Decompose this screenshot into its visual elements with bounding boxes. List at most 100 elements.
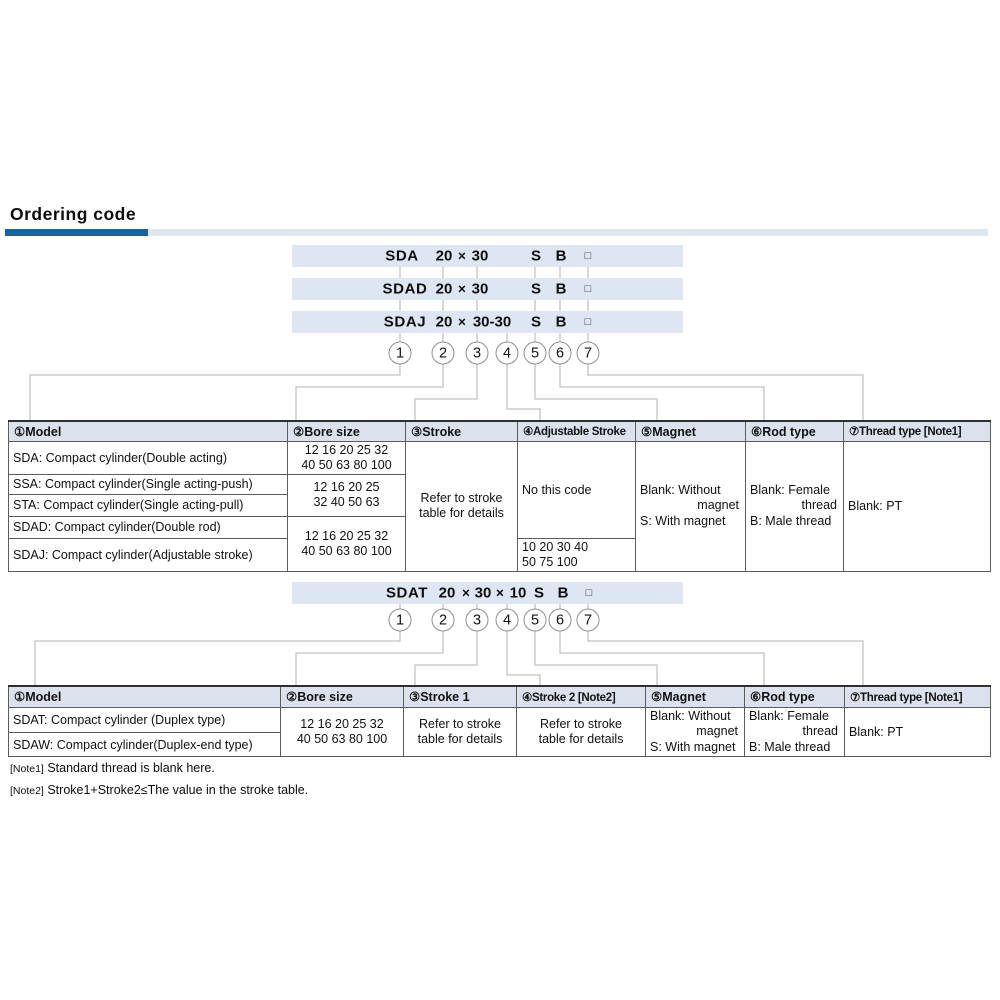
multiply-icon: × xyxy=(458,281,466,297)
ordering-table-1: ①Model ②Bore size ③Stroke ④Adjustable St… xyxy=(8,420,991,572)
code-stroke2: 10 xyxy=(509,584,527,602)
col-header-rod-type: ⑥Rod type xyxy=(745,420,844,442)
code-bore: 20 xyxy=(435,247,453,265)
blank-box-icon: □ xyxy=(585,587,593,599)
code-bore: 20 xyxy=(435,313,453,331)
code-magnet: S xyxy=(530,280,542,298)
note-text: Stroke1+Stroke2≤The value in the stroke … xyxy=(47,783,309,797)
title-underline-light xyxy=(148,229,988,236)
magnet-option: magnet xyxy=(697,498,739,513)
code-rod: B xyxy=(555,247,567,265)
circle-number-6: 6 xyxy=(548,608,572,632)
col-header-thread-type: ⑦Thread type [Note1] xyxy=(844,685,991,708)
code-model: SDA xyxy=(385,247,419,265)
thread-type-cell: Blank: PT xyxy=(844,706,991,758)
adjustable-stroke-values-cell: 10 20 30 40 50 75 100 xyxy=(517,537,636,572)
magnet-option: Blank: Without xyxy=(650,708,731,723)
rod-option: B: Male thread xyxy=(749,739,831,754)
rod-type-cell: Blank: Female thread B: Male thread xyxy=(745,440,844,572)
code-bore: 20 xyxy=(438,584,456,602)
col-header-rod-type: ⑥Rod type xyxy=(744,685,845,708)
rod-option: B: Male thread xyxy=(750,513,832,528)
bore-size-cell: 12 16 20 25 32 40 50 63 80 100 xyxy=(280,706,404,758)
circle-number-4: 4 xyxy=(495,608,519,632)
model-cell: SDAT: Compact cylinder (Duplex type) xyxy=(8,706,281,733)
stroke2-cell: Refer to stroke table for details xyxy=(516,706,646,758)
blank-box-icon: □ xyxy=(584,250,592,262)
code-rod: B xyxy=(555,280,567,298)
circle-number-7: 7 xyxy=(576,341,600,365)
code-stroke: 30-30 xyxy=(472,313,512,331)
code-stroke: 30 xyxy=(471,247,489,265)
note-tag: [Note1] xyxy=(10,763,44,775)
code-model: SDAT xyxy=(385,584,429,602)
bore-size-cell: 12 16 20 25 32 40 50 63 80 100 xyxy=(287,440,406,475)
code-magnet: S xyxy=(530,247,542,265)
note-text: Standard thread is blank here. xyxy=(47,761,215,775)
magnet-cell: Blank: Without magnet S: With magnet xyxy=(635,440,746,572)
page-title: Ordering code xyxy=(10,204,137,224)
circle-number-1: 1 xyxy=(388,341,412,365)
rod-option: Blank: Female xyxy=(750,482,830,497)
stroke-cell: Refer to stroke table for details xyxy=(405,440,518,572)
col-header-bore: ②Bore size xyxy=(287,420,406,442)
bore-size-cell: 12 16 20 25 32 40 50 63 80 100 xyxy=(287,515,406,572)
magnet-cell: Blank: Without magnet S: With magnet xyxy=(645,706,745,758)
rod-option: Blank: Female xyxy=(749,708,829,723)
model-cell: SDAW: Compact cylinder(Duplex-end type) xyxy=(8,731,281,758)
rod-type-cell: Blank: Female thread B: Male thread xyxy=(744,706,845,758)
model-cell: SDAJ: Compact cylinder(Adjustable stroke… xyxy=(8,537,288,572)
code-bar-sdad: SDAD 20 × 30 S B □ xyxy=(292,278,683,300)
multiply-icon: × xyxy=(496,585,504,601)
circle-number-3: 3 xyxy=(465,341,489,365)
circle-number-3: 3 xyxy=(465,608,489,632)
code-rod: B xyxy=(555,313,567,331)
code-bore: 20 xyxy=(435,280,453,298)
ordering-table-2: ①Model ②Bore size ③Stroke 1 ④Stroke 2 [N… xyxy=(8,685,991,758)
blank-box-icon: □ xyxy=(584,316,592,328)
rod-option: thread xyxy=(802,724,838,739)
magnet-option: S: With magnet xyxy=(640,513,726,528)
thread-type-cell: Blank: PT xyxy=(843,440,991,572)
col-header-stroke2: ④Stroke 2 [Note2] xyxy=(516,685,646,708)
code-magnet: S xyxy=(533,584,545,602)
col-header-magnet: ⑤Magnet xyxy=(635,420,746,442)
col-header-magnet: ⑤Magnet xyxy=(645,685,745,708)
note-2: [Note2] Stroke1+Stroke2≤The value in the… xyxy=(10,783,308,797)
rod-option: thread xyxy=(801,498,837,513)
circle-number-4: 4 xyxy=(495,341,519,365)
bore-size-cell: 12 16 20 25 32 40 50 63 xyxy=(287,473,406,517)
circle-number-2: 2 xyxy=(431,608,455,632)
col-header-adjustable-stroke: ④Adjustable Stroke xyxy=(517,420,636,442)
adjustable-stroke-cell: No this code xyxy=(517,440,636,539)
circle-number-5: 5 xyxy=(523,608,547,632)
magnet-option: S: With magnet xyxy=(650,739,736,754)
circle-number-6: 6 xyxy=(548,341,572,365)
code-model: SDAD xyxy=(382,280,428,298)
col-header-stroke1: ③Stroke 1 xyxy=(403,685,517,708)
code-stroke: 30 xyxy=(471,280,489,298)
code-stroke1: 30 xyxy=(474,584,492,602)
col-header-stroke: ③Stroke xyxy=(405,420,518,442)
title-underline-dark xyxy=(5,229,148,236)
multiply-icon: × xyxy=(458,248,466,264)
model-cell: SDA: Compact cylinder(Double acting) xyxy=(8,440,288,475)
model-cell: SDAD: Compact cylinder(Double rod) xyxy=(8,515,288,539)
model-cell: STA: Compact cylinder(Single acting-pull… xyxy=(8,493,288,517)
stroke1-cell: Refer to stroke table for details xyxy=(403,706,517,758)
magnet-option: magnet xyxy=(696,724,738,739)
circle-number-5: 5 xyxy=(523,341,547,365)
model-cell: SSA: Compact cylinder(Single acting-push… xyxy=(8,473,288,495)
blank-box-icon: □ xyxy=(584,283,592,295)
circle-number-1: 1 xyxy=(388,608,412,632)
multiply-icon: × xyxy=(458,314,466,330)
code-magnet: S xyxy=(530,313,542,331)
circle-number-2: 2 xyxy=(431,341,455,365)
magnet-option: Blank: Without xyxy=(640,482,721,497)
code-rod: B xyxy=(557,584,569,602)
code-bar-sdaj: SDAJ 20 × 30-30 S B □ xyxy=(292,311,683,333)
code-bar-sdat: SDAT 20 × 30 × 10 S B □ xyxy=(292,582,683,604)
code-model: SDAJ xyxy=(383,313,427,331)
col-header-model: ①Model xyxy=(8,420,288,442)
